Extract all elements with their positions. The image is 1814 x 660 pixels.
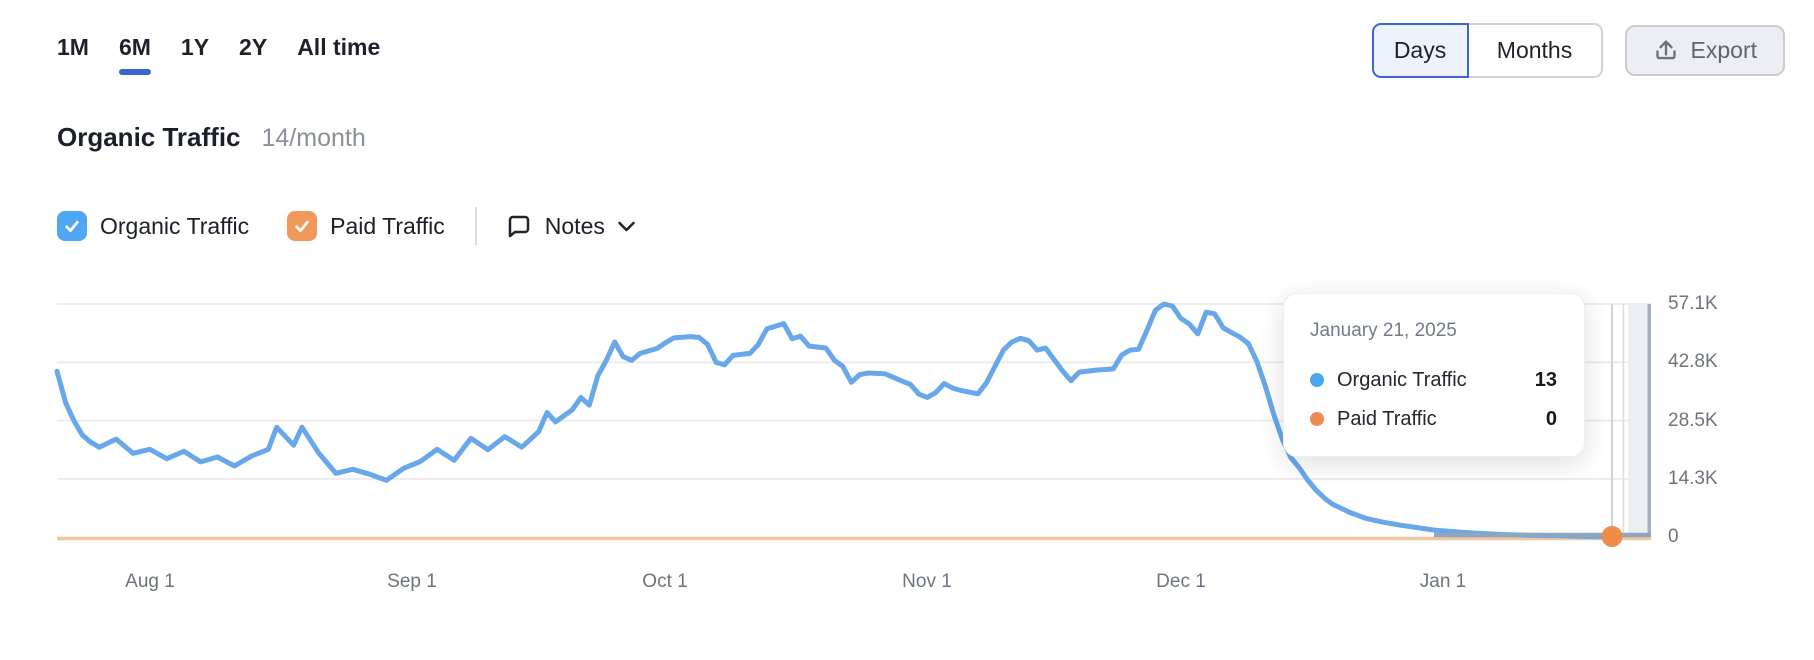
legend-divider xyxy=(474,207,477,245)
tooltip-date: January 21, 2025 xyxy=(1310,320,1457,341)
checkmark-icon xyxy=(295,220,309,232)
x-tick-label: Sep 1 xyxy=(387,571,437,592)
tab-all-time[interactable]: All time xyxy=(297,34,381,60)
y-tick-label: 42.8K xyxy=(1668,351,1718,373)
export-label: Export xyxy=(1690,37,1757,63)
months-toggle-button[interactable]: Months xyxy=(1468,23,1603,78)
tab-1y[interactable]: 1Y xyxy=(180,34,210,60)
paid-traffic-checkbox[interactable] xyxy=(287,211,318,241)
paid-traffic-legend-label[interactable]: Paid Traffic xyxy=(330,212,445,239)
tooltip-organic-value: 13 xyxy=(1534,368,1557,391)
organic-traffic-checkbox[interactable] xyxy=(57,211,87,241)
time-range-tabs: 1M 6M 1Y 2Y All time xyxy=(57,33,380,75)
future-period-band xyxy=(1622,304,1651,537)
chart-tooltip: January 21, 2025 Organic Traffic 13 Paid… xyxy=(1283,293,1585,457)
export-button[interactable]: Export xyxy=(1624,25,1785,76)
organic-traffic-legend-label[interactable]: Organic Traffic xyxy=(100,212,250,239)
organic-series-dot xyxy=(1310,373,1324,387)
chevron-down-icon xyxy=(618,221,635,231)
traffic-rate-value: 14/month xyxy=(261,124,366,152)
tab-2y[interactable]: 2Y xyxy=(239,34,268,60)
notes-label: Notes xyxy=(544,212,605,239)
tooltip-organic-label: Organic Traffic xyxy=(1337,368,1467,391)
granularity-toggle: Days Months xyxy=(1371,23,1603,78)
x-tick-label: Nov 1 xyxy=(902,571,952,592)
x-tick-label: Dec 1 xyxy=(1156,571,1206,592)
paid-series-dot xyxy=(1310,412,1324,426)
chart-controls: Days Months Export xyxy=(1371,23,1785,78)
tooltip-paid-label: Paid Traffic xyxy=(1337,407,1437,430)
checkmark-icon xyxy=(65,220,79,232)
chart-header: Organic Traffic 14/month xyxy=(57,122,366,153)
y-tick-label: 57.1K xyxy=(1668,293,1718,314)
y-tick-label: 14.3K xyxy=(1668,467,1718,489)
x-tick-label: Aug 1 xyxy=(125,571,175,592)
tooltip-paid-value: 0 xyxy=(1545,407,1557,430)
hover-point-marker xyxy=(1601,526,1623,547)
days-toggle-button[interactable]: Days xyxy=(1371,23,1469,78)
tooltip-row-organic: Organic Traffic 13 xyxy=(1310,365,1557,395)
tab-1m[interactable]: 1M xyxy=(57,34,89,60)
tooltip-row-paid: Paid Traffic 0 xyxy=(1310,404,1557,434)
x-tick-label: Oct 1 xyxy=(642,571,688,592)
series-legend: Organic Traffic Paid Traffic Notes xyxy=(57,206,636,246)
tab-6m[interactable]: 6M xyxy=(118,33,151,75)
y-tick-label: 28.5K xyxy=(1668,409,1718,431)
note-bubble-icon xyxy=(508,215,530,238)
notes-dropdown[interactable]: Notes xyxy=(505,212,636,240)
x-tick-label: Jan 1 xyxy=(1419,571,1467,592)
y-tick-label: 0 xyxy=(1668,526,1679,547)
upload-icon xyxy=(1655,39,1676,59)
page-title: Organic Traffic xyxy=(57,122,241,152)
organic-traffic-line[interactable] xyxy=(54,301,1615,540)
